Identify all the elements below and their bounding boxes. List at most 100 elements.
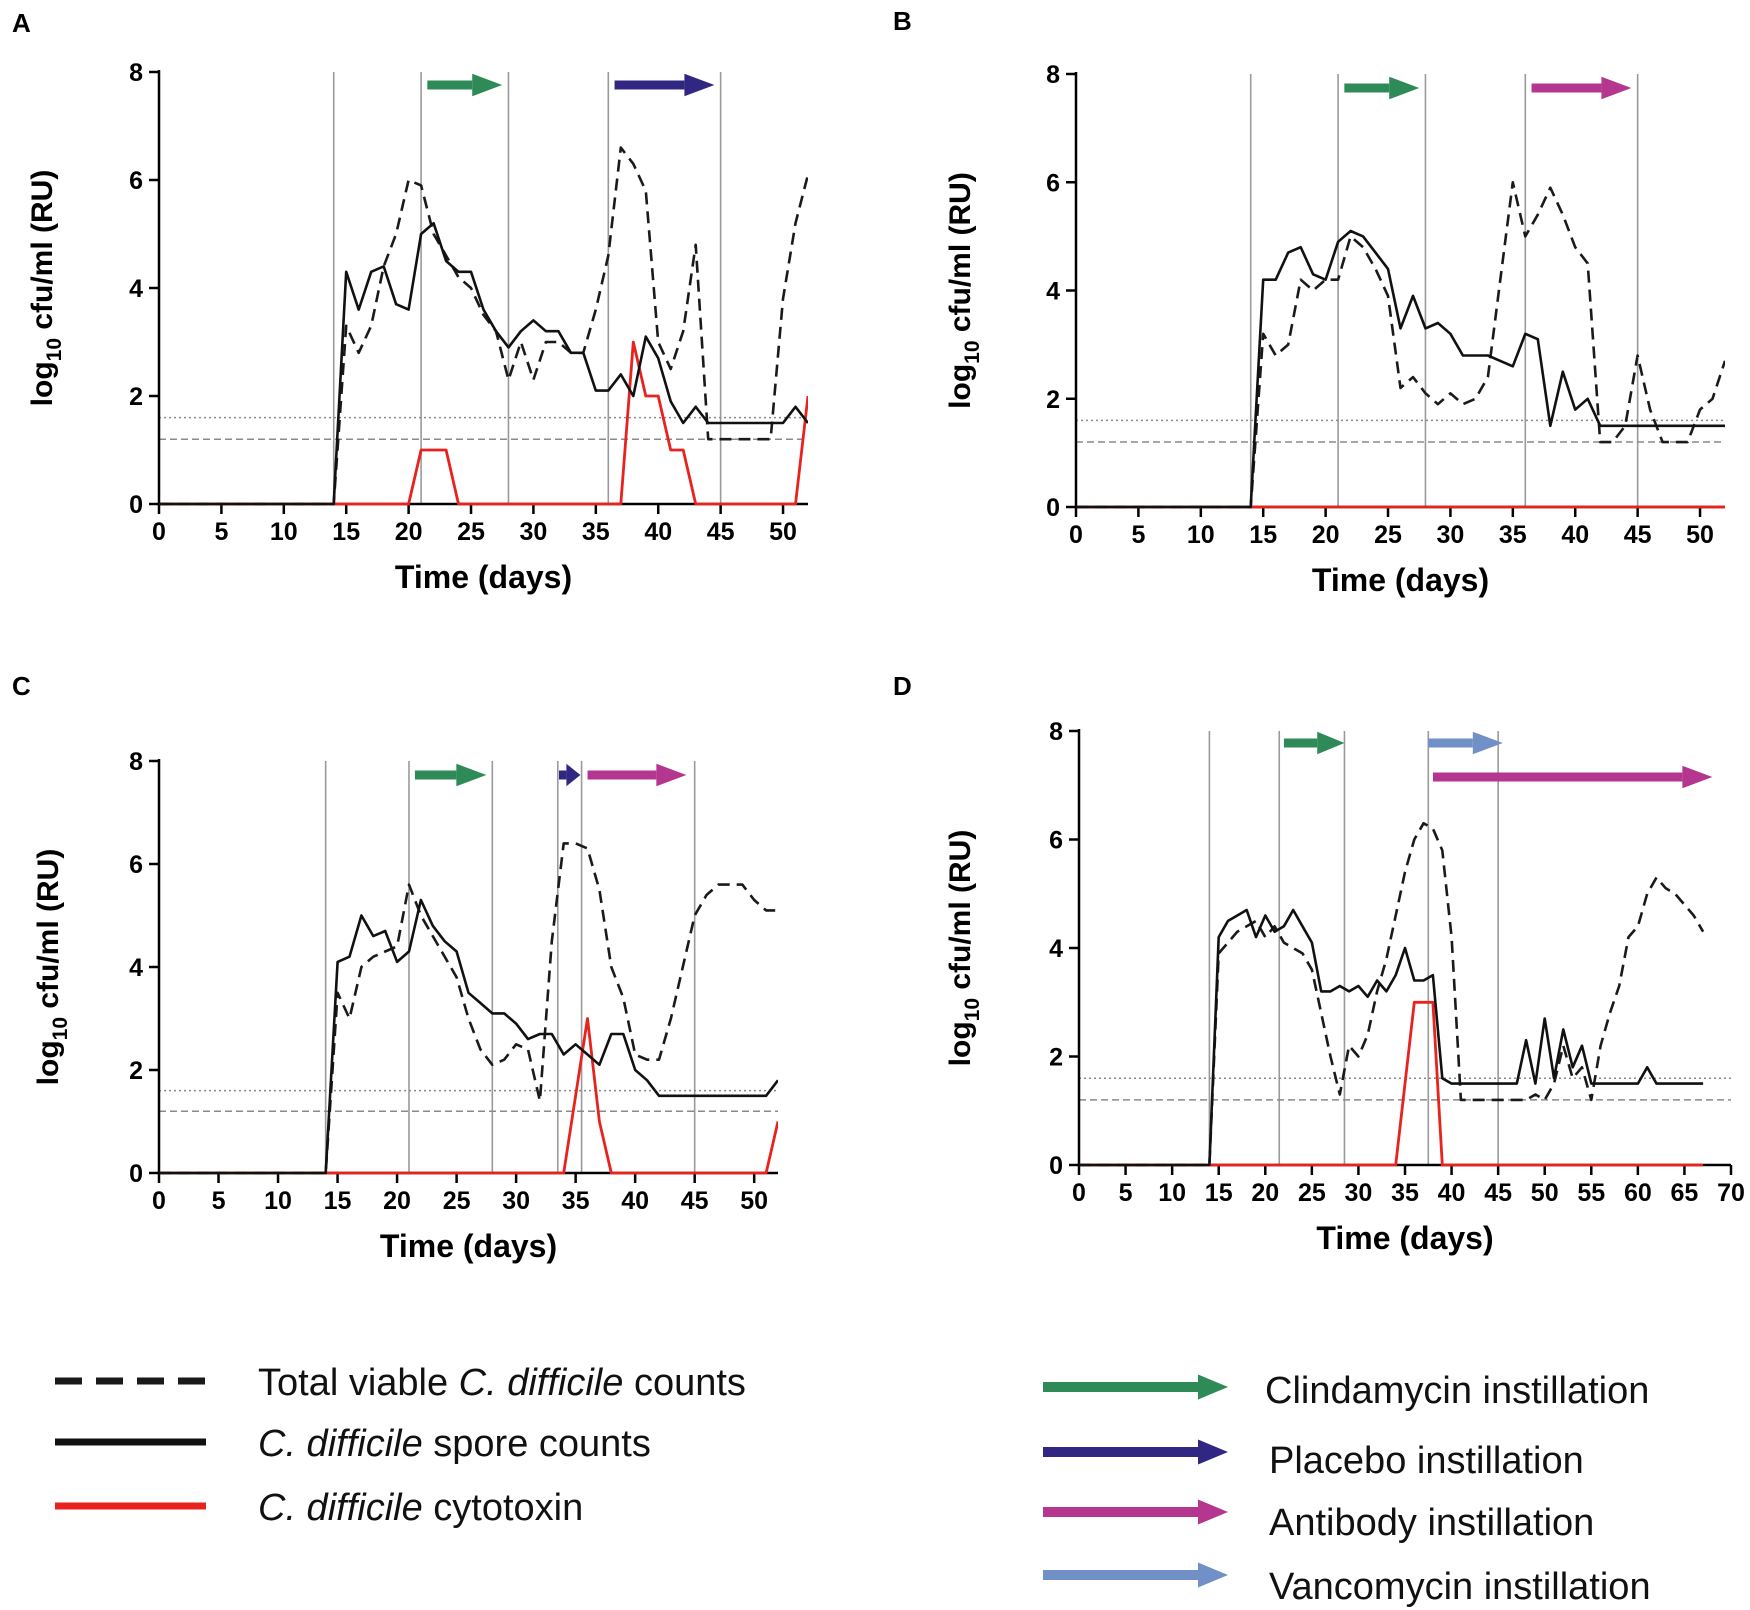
total-line bbox=[159, 146, 808, 506]
y-tick-label: 8 bbox=[1049, 718, 1063, 746]
spore-line bbox=[1076, 229, 1725, 509]
x-tick-label: 10 bbox=[264, 1187, 292, 1215]
clindamycin-arrow-head bbox=[1389, 76, 1420, 100]
x-tick-label: 35 bbox=[562, 1187, 590, 1215]
x-tick-label: 25 bbox=[443, 1187, 471, 1215]
legend-arrow-clindamycin-shaft bbox=[1043, 1382, 1198, 1392]
x-tick-label: 0 bbox=[152, 518, 166, 546]
x-tick-label: 35 bbox=[582, 518, 610, 546]
panel-c: C 0 2 4 6 8 0 5 10 15 20 25 30 35 40 45 50 Time (days) log… bbox=[12, 671, 778, 1264]
panel-a: A 0 2 4 6 8 0 5 10 15 20 25 30 35 40 45 50 Time (days) log… bbox=[12, 8, 808, 595]
legend-label-clindamycin: Clindamycin instillation bbox=[1265, 1370, 1649, 1412]
x-tick-label: 10 bbox=[1158, 1179, 1186, 1207]
x-tick-label: 20 bbox=[395, 518, 423, 546]
antibody-arrow-head bbox=[656, 763, 687, 787]
x-tick-label: 50 bbox=[769, 518, 797, 546]
y-axis-label: log10 cfu/ml (RU) bbox=[944, 830, 984, 1067]
legend-label-cytotoxin: C. difficile cytotoxin bbox=[258, 1487, 583, 1529]
x-tick-label: 35 bbox=[1499, 521, 1527, 549]
series-group bbox=[1079, 821, 1705, 1167]
panel-letter-b: B bbox=[893, 6, 912, 36]
antibody-arrow-shaft bbox=[1432, 772, 1683, 782]
y-tick-label: 0 bbox=[129, 491, 143, 519]
x-tick-label: 20 bbox=[383, 1187, 411, 1215]
x-tick-label: 5 bbox=[1131, 521, 1145, 549]
panel-b: B 0 2 4 6 8 0 5 10 15 20 25 30 35 40 45 50 Time (days) log… bbox=[893, 6, 1725, 598]
x-tick-label: 25 bbox=[457, 518, 485, 546]
total-line bbox=[1076, 181, 1725, 509]
y-tick-label: 0 bbox=[129, 1160, 143, 1188]
x-tick-label: 25 bbox=[1374, 521, 1402, 549]
series-group bbox=[159, 842, 778, 1175]
panel-letter-d: D bbox=[893, 671, 912, 701]
legend-label-antibody: Antibody instillation bbox=[1269, 1502, 1594, 1544]
y-axis-label: log10 cfu/ml (RU) bbox=[32, 849, 72, 1086]
x-tick-label: 70 bbox=[1717, 1179, 1745, 1207]
x-tick-label: 50 bbox=[1686, 521, 1714, 549]
y-tick-label: 2 bbox=[129, 1057, 143, 1085]
x-tick-label: 45 bbox=[1624, 521, 1652, 549]
spore-line bbox=[1079, 908, 1704, 1167]
x-tick-label: 50 bbox=[740, 1187, 768, 1215]
total-line bbox=[159, 842, 778, 1175]
x-axis-label: Time (days) bbox=[1312, 562, 1489, 598]
x-tick-label: 65 bbox=[1671, 1179, 1699, 1207]
y-axis-label: log10 cfu/ml (RU) bbox=[944, 172, 984, 409]
y-tick-label: 8 bbox=[1046, 61, 1060, 89]
legend-arrow-vancomycin-shaft bbox=[1043, 1570, 1198, 1580]
y-tick-label: 6 bbox=[129, 167, 143, 195]
x-tick-label: 5 bbox=[214, 518, 228, 546]
legend-label-vancomycin: Vancomycin instillation bbox=[1269, 1566, 1651, 1608]
series-group bbox=[1076, 181, 1725, 509]
y-tick-label: 4 bbox=[1049, 935, 1063, 963]
legend-label-spore: C. difficile spore counts bbox=[258, 1423, 651, 1465]
legend-arrow-clindamycin-head bbox=[1198, 1374, 1228, 1400]
x-tick-label: 40 bbox=[621, 1187, 649, 1215]
x-tick-label: 30 bbox=[502, 1187, 530, 1215]
x-tick-label: 5 bbox=[1119, 1179, 1133, 1207]
cytotoxin-line bbox=[1079, 1000, 1704, 1167]
y-tick-label: 8 bbox=[129, 59, 143, 87]
x-tick-label: 0 bbox=[152, 1187, 166, 1215]
y-axis-label: log10 cfu/ml (RU) bbox=[26, 170, 66, 407]
y-tick-label: 4 bbox=[1046, 278, 1060, 306]
y-tick-label: 8 bbox=[129, 748, 143, 776]
vancomycin-arrow-shaft bbox=[1428, 738, 1473, 748]
x-tick-label: 40 bbox=[644, 518, 672, 546]
panel-letter-a: A bbox=[12, 8, 31, 38]
series-legend: Total viable C. difficile counts C. diffi… bbox=[55, 1362, 746, 1529]
clindamycin-arrow-head bbox=[1317, 731, 1345, 755]
legend-arrow-antibody-head bbox=[1198, 1499, 1228, 1525]
y-tick-label: 2 bbox=[1046, 386, 1060, 414]
y-tick-label: 4 bbox=[129, 275, 143, 303]
y-tick-label: 0 bbox=[1046, 494, 1060, 522]
cytotoxin-line bbox=[159, 340, 808, 506]
antibody-arrow-head bbox=[1601, 76, 1632, 100]
x-tick-label: 40 bbox=[1438, 1179, 1466, 1207]
vancomycin-arrow-head bbox=[1472, 731, 1503, 755]
x-tick-label: 30 bbox=[1437, 521, 1465, 549]
spore-line bbox=[159, 221, 808, 506]
x-tick-label: 10 bbox=[270, 518, 298, 546]
placebo-arrow-head bbox=[566, 763, 581, 787]
x-tick-label: 15 bbox=[324, 1187, 352, 1215]
legend-arrow-placebo-head bbox=[1198, 1439, 1228, 1465]
spore-line bbox=[159, 898, 778, 1175]
antibody-arrow-shaft bbox=[587, 770, 657, 780]
x-tick-label: 25 bbox=[1298, 1179, 1326, 1207]
clindamycin-arrow-shaft bbox=[1344, 83, 1390, 93]
clindamycin-arrow-shaft bbox=[427, 80, 473, 90]
antibody-arrow-head bbox=[1682, 765, 1713, 789]
antibody-arrow-shaft bbox=[1531, 83, 1602, 93]
x-tick-label: 10 bbox=[1187, 521, 1215, 549]
total-line bbox=[1079, 821, 1705, 1167]
x-tick-label: 15 bbox=[332, 518, 360, 546]
clindamycin-arrow-shaft bbox=[414, 770, 457, 780]
y-tick-label: 2 bbox=[129, 383, 143, 411]
x-axis-label: Time (days) bbox=[380, 1228, 557, 1264]
panel-letter-c: C bbox=[12, 671, 31, 701]
legend-arrow-placebo-shaft bbox=[1043, 1447, 1198, 1457]
x-tick-label: 50 bbox=[1531, 1179, 1559, 1207]
x-tick-label: 0 bbox=[1069, 521, 1083, 549]
